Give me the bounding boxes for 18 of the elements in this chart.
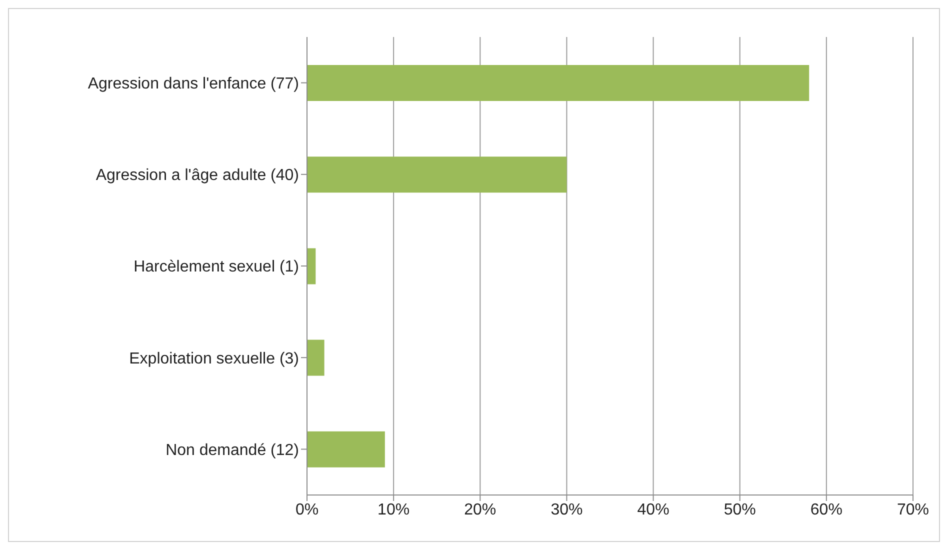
x-tick-label: 10%: [378, 501, 410, 518]
y-tick-label: Harcèlement sexuel (1): [134, 258, 299, 276]
bar: [307, 248, 316, 284]
x-tick-label: 50%: [724, 501, 756, 518]
x-tick-label: 0%: [295, 501, 319, 518]
y-tick-label: Agression a l'âge adulte (40): [96, 167, 299, 184]
y-tick-label: Non demandé (12): [166, 442, 299, 459]
bar: [307, 156, 567, 193]
bar: [307, 431, 385, 468]
x-tick-label: 40%: [637, 501, 670, 518]
x-tick-label: 70%: [896, 501, 930, 518]
x-tick-label: 20%: [464, 501, 496, 518]
y-tick-label: Agression dans l'enfance (77): [88, 75, 299, 92]
bar: [307, 65, 810, 101]
x-tick-label: 60%: [810, 501, 842, 518]
y-tick-label: Exploitation sexuelle (3): [129, 350, 299, 368]
bar: [307, 340, 324, 376]
x-tick-label: 30%: [550, 501, 583, 518]
